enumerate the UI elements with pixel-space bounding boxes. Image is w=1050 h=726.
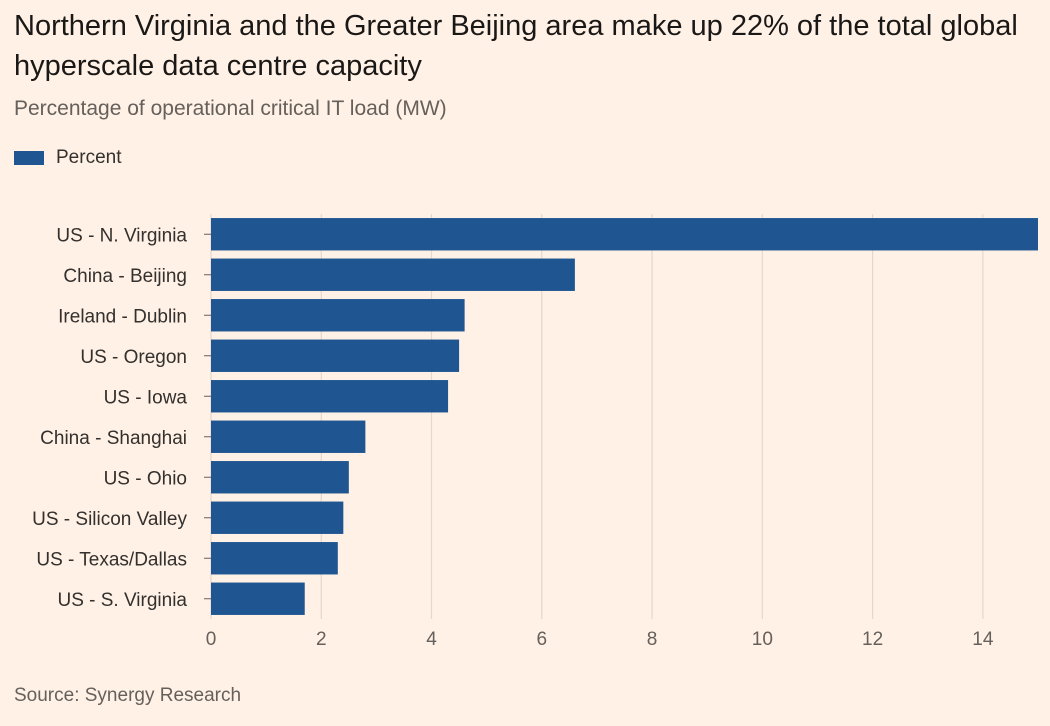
bar [211,299,465,332]
category-label: US - Oregon [80,347,187,368]
category-label: Ireland - Dublin [58,306,187,327]
category-label: US - N. Virginia [56,225,187,246]
x-tick-label: 6 [537,629,548,650]
category-label: US - Texas/Dallas [36,549,187,570]
bar [211,218,1038,251]
legend-label: Percent [56,147,122,168]
chart-title: Northern Virginia and the Greater Beijin… [14,10,1018,82]
bar [211,582,305,615]
bar [211,420,366,453]
source-note: Source: Synergy Research [14,685,242,706]
bar [211,339,460,372]
bar [211,380,449,413]
chart-subtitle: Percentage of operational critical IT lo… [14,97,447,120]
x-tick-label: 12 [862,629,883,650]
bar [211,501,344,534]
category-label: US - Silicon Valley [32,509,187,530]
category-label: China - Beijing [63,266,187,287]
legend: Percent [14,147,121,169]
x-tick-label: 2 [316,629,327,650]
x-tick-label: 8 [647,629,658,650]
category-label: US - S. Virginia [57,590,187,611]
category-label: US - Iowa [104,387,188,408]
x-tick-label: 4 [426,629,437,650]
category-label: China - Shanghai [40,428,187,449]
x-tick-label: 10 [752,629,773,650]
x-tick-label: 14 [972,629,994,650]
legend-swatch [14,151,44,165]
category-label: US - Ohio [104,468,187,489]
bar [211,542,338,575]
bar [211,461,349,494]
x-tick-label: 0 [206,629,217,650]
bar [211,258,575,291]
